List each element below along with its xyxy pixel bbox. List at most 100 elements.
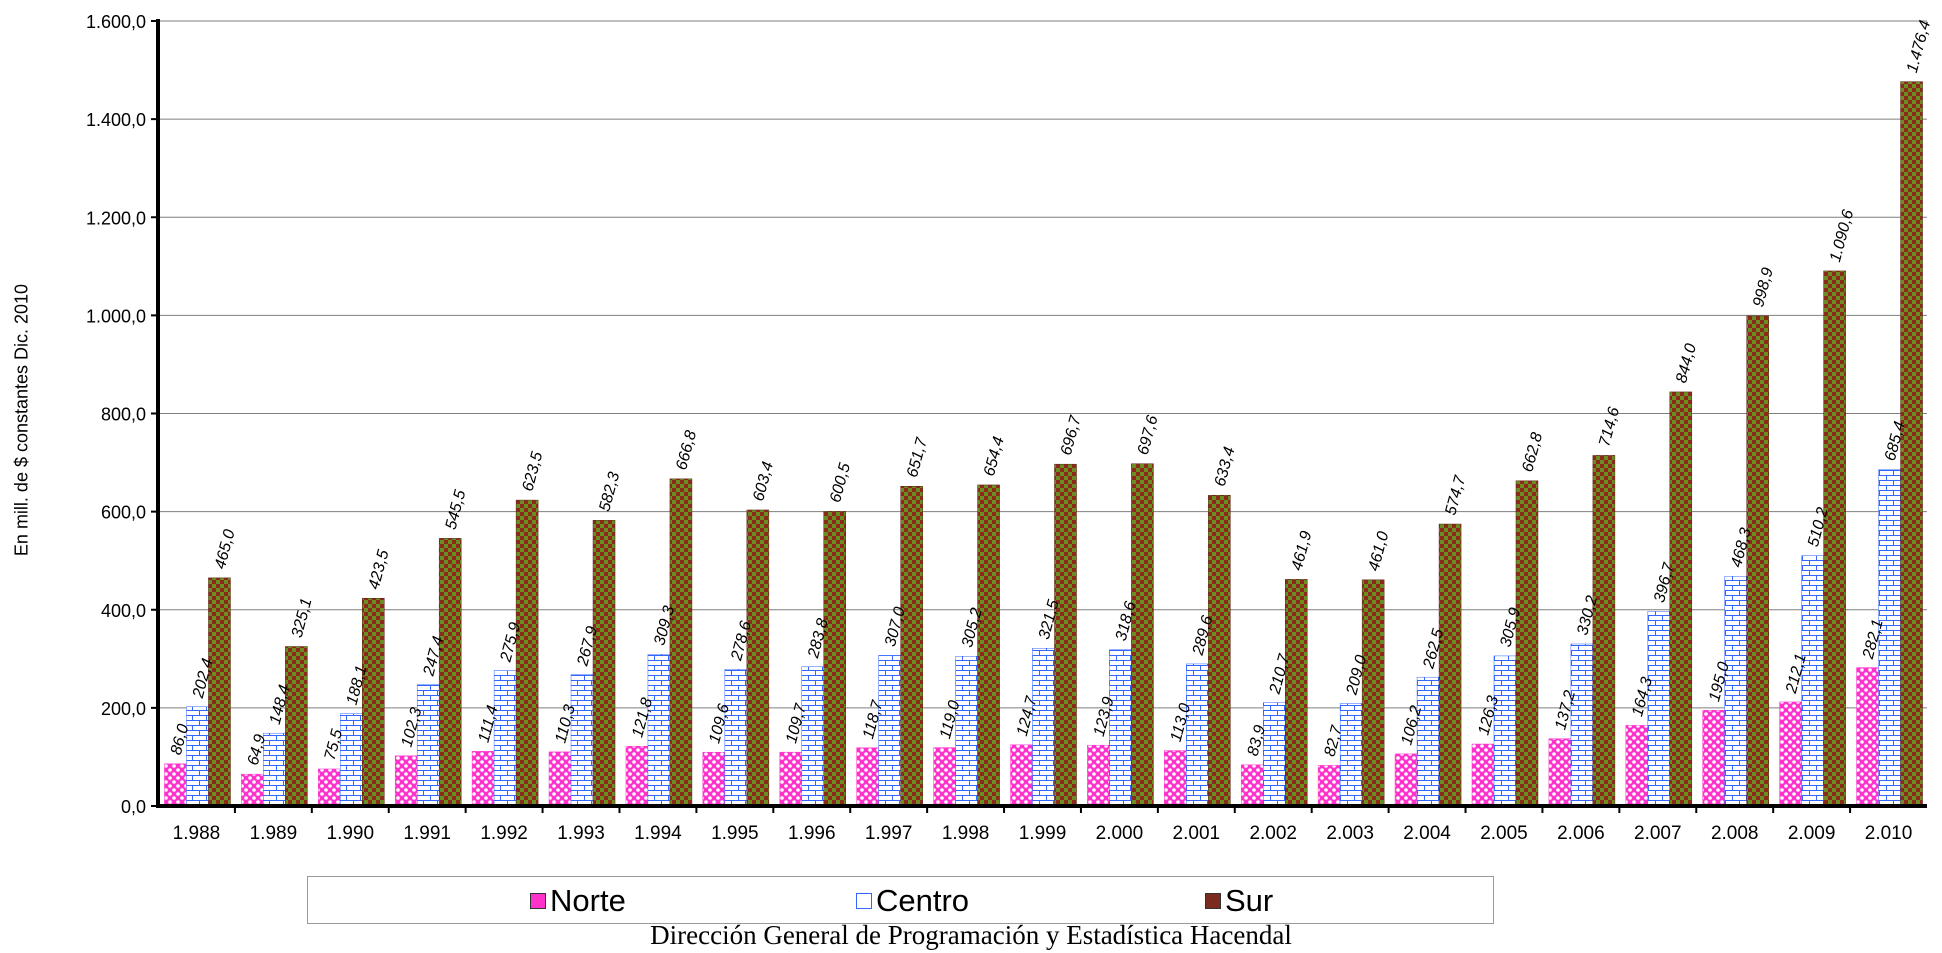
bar-centro (416, 684, 440, 807)
x-tick-label: 2.008 (1711, 823, 1759, 844)
bar-centro (570, 674, 594, 807)
legend: Norte Centro Sur (307, 876, 1494, 924)
data-label-sur: 574,7 (1443, 473, 1470, 517)
x-tick-label: 1.995 (711, 823, 759, 844)
y-tick-label: 1.200,0 (86, 208, 146, 228)
data-label-sur: 662,8 (1519, 431, 1546, 474)
bar-centro (1416, 676, 1440, 807)
bar-centro (801, 666, 825, 807)
y-tick-label: 600,0 (101, 503, 146, 523)
bar-norte (625, 745, 649, 807)
y-tick-label: 1.600,0 (86, 12, 146, 32)
bar-sur (1208, 494, 1231, 807)
x-tick-label: 1.992 (480, 823, 528, 844)
data-label-sur: 998,9 (1750, 266, 1777, 309)
x-tick-label: 2.007 (1634, 823, 1682, 844)
y-tick-label: 1.000,0 (86, 306, 146, 326)
bar-sur (669, 478, 693, 807)
bar-norte (318, 768, 341, 807)
x-tick-label: 2.003 (1326, 823, 1374, 844)
bar-centro (1262, 702, 1286, 807)
data-label-sur: 696,7 (1058, 413, 1085, 457)
bar-sur (1438, 523, 1462, 807)
bar-centro (1109, 649, 1132, 807)
data-label-sur: 603,4 (750, 460, 777, 503)
bar-sur (438, 538, 462, 807)
bar-centro (955, 656, 978, 807)
bar-norte (1471, 743, 1495, 807)
legend-item-norte: Norte (530, 883, 626, 918)
bar-sur (1515, 480, 1539, 807)
bar-norte (548, 751, 572, 807)
legend-label-norte: Norte (550, 883, 626, 918)
data-label-sur: 461,0 (1366, 530, 1393, 573)
x-tick-label: 1.991 (403, 823, 451, 844)
bar-norte (779, 751, 803, 807)
x-tick-label: 2.004 (1403, 823, 1451, 844)
data-label-sur: 666,8 (673, 429, 700, 472)
data-label-sur: 582,3 (596, 470, 623, 513)
data-label-sur: 623,5 (520, 450, 547, 493)
bar-centro (1339, 703, 1363, 807)
x-tick-label: 1.990 (327, 823, 375, 844)
data-label-sur: 654,4 (981, 435, 1008, 478)
bar-sur (823, 511, 847, 807)
bar-centro (878, 655, 901, 807)
bar-sur (515, 499, 539, 807)
legend-item-centro: Centro (856, 883, 969, 918)
data-label-sur: 600,5 (827, 461, 854, 504)
bar-sur (208, 577, 231, 807)
bar-norte (1702, 710, 1725, 807)
data-label-sur: 651,7 (904, 435, 931, 479)
data-label-sur: 1.476,4 (1904, 19, 1934, 75)
bar-sur (1900, 81, 1923, 807)
bar-centro (647, 653, 671, 807)
y-tick-label: 400,0 (101, 601, 146, 621)
bar-centro (1493, 655, 1517, 807)
bar-norte (471, 751, 495, 807)
x-tick-label: 2.002 (1249, 823, 1297, 844)
legend-swatch-norte (530, 893, 546, 909)
legend-label-sur: Sur (1225, 883, 1274, 918)
bar-norte (1856, 667, 1879, 807)
x-tick-label: 2.000 (1096, 823, 1144, 844)
bar-norte (1625, 725, 1649, 807)
bar-centro (724, 669, 748, 807)
bar-sur (362, 597, 385, 807)
x-tick-label: 2.010 (1865, 823, 1913, 844)
x-tick-label: 2.001 (1173, 823, 1221, 844)
bar-norte (933, 747, 956, 807)
bar-norte (164, 763, 187, 807)
bar-sur (1746, 315, 1769, 807)
bar-sur (1592, 455, 1616, 807)
data-label-sur: 545,5 (443, 488, 470, 531)
x-tick-label: 1.998 (942, 823, 990, 844)
data-label-sur: 325,1 (289, 596, 316, 639)
bar-norte (1010, 744, 1033, 807)
bar-sur (1361, 579, 1385, 807)
x-tick-label: 1.988 (173, 823, 221, 844)
bar-sur (1284, 579, 1308, 807)
bars (164, 81, 1923, 807)
x-tick-label: 2.009 (1788, 823, 1836, 844)
legend-swatch-sur (1205, 893, 1221, 909)
bar-centro (340, 713, 363, 807)
legend-item-sur: Sur (1205, 883, 1274, 918)
data-label-sur: 423,5 (366, 548, 393, 591)
bar-centro (1801, 555, 1824, 807)
data-label-sur: 461,9 (1289, 529, 1316, 572)
x-tick-label: 1.994 (634, 823, 682, 844)
source-note: Dirección General de Programación y Esta… (650, 920, 1292, 950)
y-tick-label: 800,0 (101, 405, 146, 425)
bar-norte (394, 755, 418, 807)
bar-norte (856, 747, 879, 807)
x-tick-label: 1.993 (557, 823, 605, 844)
legend-swatch-centro (856, 893, 872, 909)
bar-norte (1164, 750, 1187, 807)
bar-sur (746, 509, 770, 807)
bar-sur (1131, 463, 1154, 807)
x-tick-label: 1.999 (1019, 823, 1067, 844)
bar-centro (1570, 643, 1594, 807)
